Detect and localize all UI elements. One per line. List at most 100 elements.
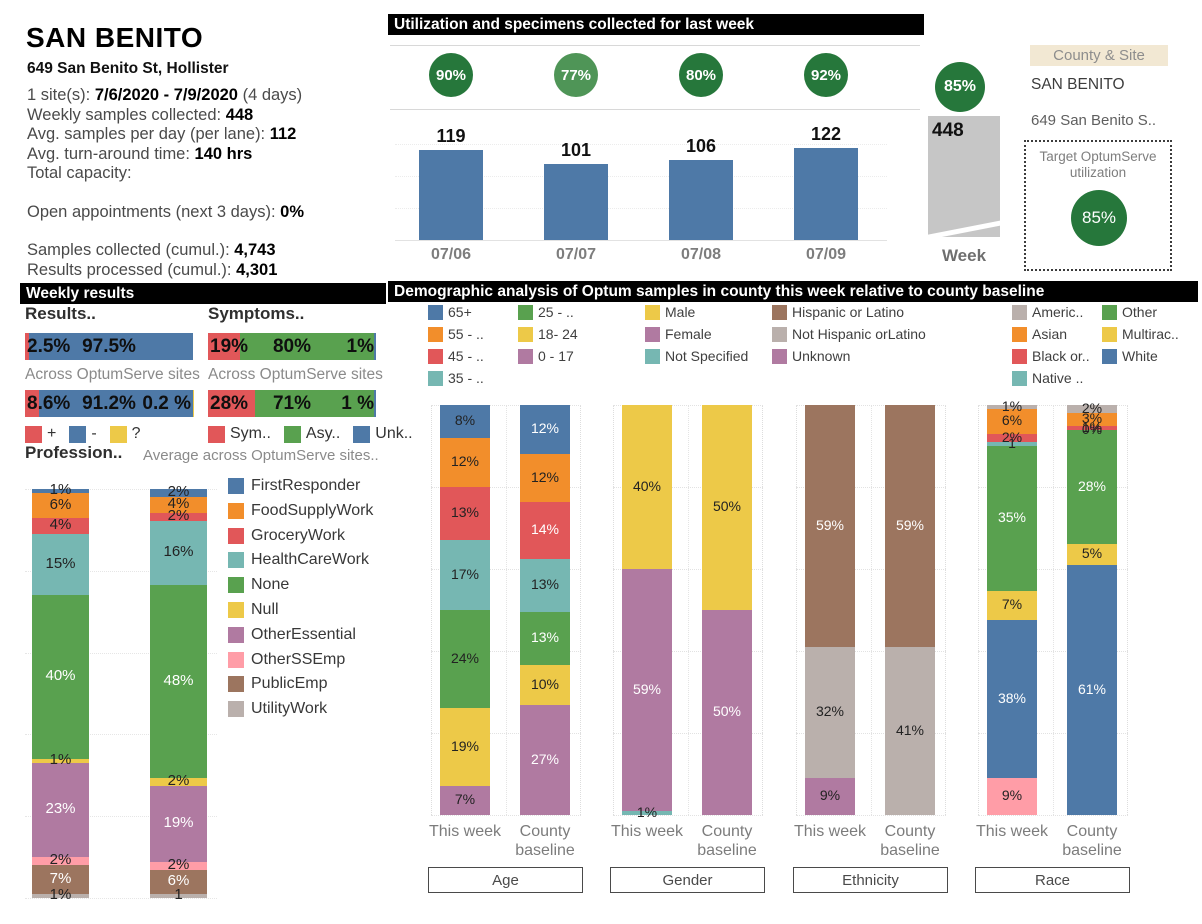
legend-label: Other [1122,304,1158,320]
legend-swatch [518,348,533,364]
legend-item[interactable]: 25 - .. [518,303,628,321]
legend-item[interactable]: Asy.. [283,425,340,443]
legend-item[interactable]: FoodSupplyWork [228,501,388,521]
legend-item[interactable]: GroceryWork [228,526,388,546]
legend-swatch [645,304,660,320]
legend-item[interactable]: FirstResponder [228,476,388,496]
bar-segment-label: 0.2 % [142,393,191,414]
bar-segment-label: 13% [530,629,560,645]
bar-age-county-baseline[interactable]: 12% 12% 14% 13% 13% 10% 27% [520,405,570,815]
bar-segment-label: 1% [636,804,658,820]
stat-line: Weekly samples collected: 448 [27,106,387,126]
legend-item[interactable]: Unknown [772,347,882,365]
legend-item[interactable]: 0 - 17 [518,347,628,365]
legend-item[interactable]: Sym.. [208,425,271,443]
bar-segment [520,405,570,454]
results_site-bar[interactable]: 2.5% 97.5% [25,333,193,360]
legend-item[interactable]: Null [228,600,388,620]
plot-divider [506,405,507,815]
bar-segment-label: 2% [49,851,72,868]
bar-segment-label: 13% [450,504,480,520]
bar-segment [1067,565,1117,815]
legend-item[interactable]: 45 - .. [428,347,538,365]
legend-item[interactable]: Not Hispanic orLatino [772,325,926,343]
bar-segment-label: 9% [819,787,841,803]
legend-item[interactable]: Unk.. [353,425,413,443]
legend-label: Hispanic or Latino [792,304,905,320]
bar-segment-label: 10% [530,676,560,692]
legend-swatch [1012,370,1027,386]
legend-item[interactable]: None [228,575,388,595]
symptoms_sites_avg-bar[interactable]: 28% 71% 1 % [208,390,376,417]
date-label: 07/07 [555,246,597,263]
legend-item[interactable]: UtilityWork [228,699,388,719]
bar-race-county-baseline[interactable]: 2% 3% 1% 0% 28% 5% 61% [1067,400,1117,815]
stat-line: Avg. samples per day (per lane): 112 [27,125,387,145]
results_sites_avg-bar[interactable]: 8.6% 91.2% 0.2 % [25,390,193,417]
legend-item[interactable]: Multirac.. [1102,325,1202,343]
legend-label: PublicEmp [251,675,328,693]
legend-item[interactable]: 18- 24 [518,325,628,343]
gridline [978,569,1128,570]
symptoms_site-bar[interactable]: 19% 80% 1% [208,333,376,360]
results-column-title: Symptoms.. [208,304,305,323]
legend-item[interactable]: PublicEmp [228,674,388,694]
legend-item[interactable]: Female [645,325,755,343]
bar-segment-label: 35% [997,509,1027,525]
legend-item[interactable]: 65+ [428,303,538,321]
bar-race-this-week[interactable]: 1% 6% 2% 1 35% 7% 38% 9% [987,398,1037,815]
samples-bar[interactable] [544,164,608,240]
legend-item[interactable]: Americ.. [1012,303,1122,321]
samples-bar[interactable] [669,160,733,240]
stat-line: Results processed (cumul.): 4,301 [27,261,387,281]
legend-item[interactable]: + [25,425,56,443]
legend-item[interactable]: Hispanic or Latino [772,303,904,321]
legend-item[interactable]: 55 - .. [428,325,538,343]
legend-item[interactable]: 35 - .. [428,369,538,387]
bar-ethnicity-county-baseline[interactable]: 59% 41% [885,405,935,815]
bar-gender-this-week[interactable]: 40% 59% 1% [622,405,672,820]
bar-segment [987,434,1037,442]
legend-label: Americ.. [1032,304,1084,320]
county-site-selector-button[interactable]: County & Site [1030,45,1168,66]
samples-bar[interactable] [794,148,858,240]
legend-row: Sym.. Asy.. Unk.. [208,424,413,444]
legend-item[interactable]: White [1102,347,1202,365]
legend-label: ? [131,425,141,442]
legend-item[interactable]: Native .. [1012,369,1122,387]
bar-segment-label: 6% [49,496,72,513]
divider-line [390,109,920,110]
profession-bar-site[interactable]: 1% 6% 4% 15% 40% 1% 23% 2% 7% 1% [32,481,89,903]
bar-segment [702,610,752,815]
legend-item[interactable]: HealthCareWork [228,550,388,570]
bar-segment-label: 80% [272,336,312,357]
selected-site-label[interactable]: 649 San Benito S.. [1031,112,1157,129]
bar-segment-label: 19% [163,814,194,831]
bar-gender-county-baseline[interactable]: 50% 50% [702,405,752,815]
bar-ethnicity-this-week[interactable]: 59% 32% 9% [805,405,855,815]
legend-item[interactable]: OtherSSEmp [228,650,388,670]
bar-segment-label: 1% [1081,419,1103,435]
bar-age-this-week[interactable]: 8% 12% 13% 17% 24% 19% 7% [440,405,490,815]
legend-item[interactable]: OtherEssential [228,625,388,645]
legend-item[interactable]: ? [109,425,141,443]
bar-segment-label: 40% [632,478,662,494]
samples-bar[interactable] [419,150,483,240]
legend-item[interactable]: Asian [1012,325,1122,343]
legend-item[interactable]: Other [1102,303,1202,321]
bar-segment-label: 50% [712,703,742,719]
bar-segment [1067,405,1117,413]
week-total-bar[interactable] [928,116,1000,237]
x-axis-label: This week [428,823,502,840]
legend-item[interactable]: Not Specified [645,347,755,365]
bar-segment [374,390,376,417]
bar-segment [32,489,89,493]
legend-item[interactable]: Black or.. [1012,347,1122,365]
legend-item[interactable]: - [69,425,97,443]
legend-item[interactable]: Male [645,303,755,321]
bar-segment [239,333,375,360]
legend-swatch [228,602,244,618]
gridline [613,487,763,488]
across-sites-label: Across OptumServe sites .. [25,366,200,401]
profession-bar-average[interactable]: 2% 4% 2% 16% 48% 2% 19% 2% 6% 1 [150,483,207,903]
